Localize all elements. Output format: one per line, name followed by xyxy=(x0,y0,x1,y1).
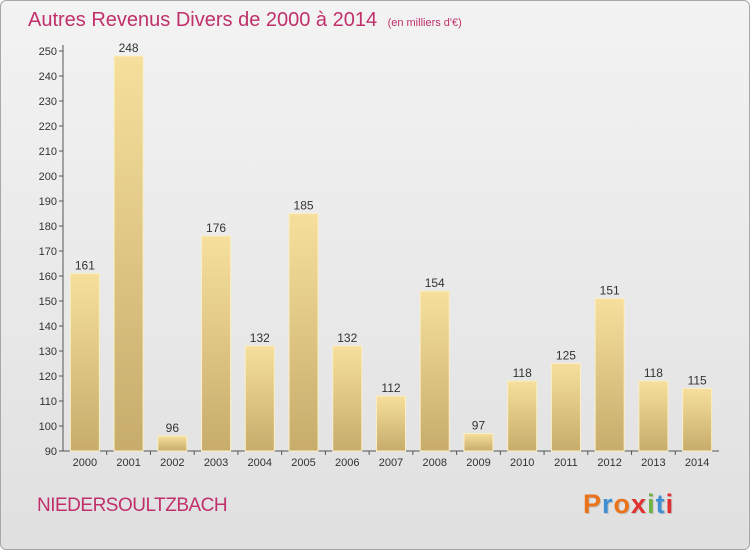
x-tick-label-2003: 2003 xyxy=(204,457,228,469)
y-tick-label: 120 xyxy=(39,371,57,383)
x-tick-label-2010: 2010 xyxy=(510,457,534,469)
logo-letter: r xyxy=(602,489,614,519)
chart-header: Autres Revenus Divers de 2000 à 2014 (en… xyxy=(28,9,462,32)
value-label-2000: 161 xyxy=(75,259,95,273)
x-tick-label-2007: 2007 xyxy=(379,457,403,469)
x-tick-label-2014: 2014 xyxy=(685,457,709,469)
x-tick-label-2011: 2011 xyxy=(554,457,578,469)
value-label-2009: 97 xyxy=(472,419,486,433)
bar-2006 xyxy=(332,345,363,452)
bar-2003 xyxy=(201,235,232,452)
value-label-2008: 154 xyxy=(425,276,445,290)
x-tick-label-2002: 2002 xyxy=(160,457,184,469)
y-tick-label: 200 xyxy=(39,171,57,183)
bar-2007 xyxy=(376,395,406,452)
y-tick-label: 210 xyxy=(39,146,57,158)
x-tick-label-2012: 2012 xyxy=(597,457,621,469)
value-label-2013: 118 xyxy=(644,366,663,380)
bar-2002 xyxy=(157,435,188,452)
bar-2009 xyxy=(463,433,494,452)
logo-letter: i xyxy=(665,489,675,519)
y-tick-label: 240 xyxy=(39,71,57,83)
x-tick-label-2000: 2000 xyxy=(73,457,97,469)
bar-2013 xyxy=(638,380,669,452)
y-tick-label: 220 xyxy=(39,121,57,133)
x-tick-label-2006: 2006 xyxy=(335,457,359,469)
y-tick-label: 230 xyxy=(39,96,57,108)
value-label-2012: 151 xyxy=(600,284,620,298)
bar-2012 xyxy=(594,298,625,452)
y-tick-label: 130 xyxy=(39,346,57,358)
value-label-2010: 118 xyxy=(513,366,532,380)
value-label-2007: 112 xyxy=(381,381,400,395)
value-label-2011: 125 xyxy=(556,349,576,363)
bar-2011 xyxy=(550,363,581,452)
y-tick-label: 90 xyxy=(45,446,57,458)
x-tick-label-2009: 2009 xyxy=(466,457,490,469)
bar-2001 xyxy=(113,55,144,452)
value-label-2005: 185 xyxy=(294,199,314,213)
y-tick-label: 140 xyxy=(39,321,57,333)
logo-letter: i xyxy=(647,489,656,519)
value-label-2003: 176 xyxy=(206,221,226,235)
logo-letter: P xyxy=(583,489,603,519)
y-tick-label: 100 xyxy=(39,421,57,433)
logo-letter: t xyxy=(655,489,666,519)
x-tick-label-2013: 2013 xyxy=(641,457,665,469)
value-labels: 161 248 96 176 132 185 132 112 154 97 118 125 151 118… xyxy=(75,41,707,435)
logo-letter: x xyxy=(631,489,648,519)
logo-letter: o xyxy=(613,489,632,519)
chart-title: Autres Revenus Divers de 2000 à 2014 xyxy=(28,9,378,31)
y-tick-label: 160 xyxy=(39,271,57,283)
y-tick-label: 170 xyxy=(39,246,57,258)
y-tick-label: 180 xyxy=(39,221,57,233)
y-tick-label: 190 xyxy=(39,196,57,208)
value-label-2002: 96 xyxy=(166,421,180,435)
y-tick-label: 150 xyxy=(39,296,57,308)
bar-2004 xyxy=(244,345,275,452)
bar-2014 xyxy=(682,388,713,452)
bar-2005 xyxy=(288,213,319,452)
y-tick-label: 110 xyxy=(39,396,57,408)
value-label-2006: 132 xyxy=(337,331,357,345)
x-tick-label-2005: 2005 xyxy=(291,457,315,469)
bar-2000 xyxy=(69,273,100,452)
bar-2008 xyxy=(419,290,450,452)
x-tick-label-2001: 2001 xyxy=(116,457,140,469)
bar-2010 xyxy=(507,380,538,452)
chart-subtitle: (en milliers d'€) xyxy=(387,17,462,29)
x-tick-label-2008: 2008 xyxy=(422,457,446,469)
proxiti-logo: Proxiti xyxy=(583,489,674,520)
value-label-2004: 132 xyxy=(250,331,270,345)
y-tick-label: 250 xyxy=(39,46,57,58)
bar-group xyxy=(69,55,713,452)
place-name: NIEDERSOULTZBACH xyxy=(37,495,228,516)
value-label-2001: 248 xyxy=(119,41,139,55)
x-tick-label-2004: 2004 xyxy=(248,457,272,469)
value-label-2014: 115 xyxy=(688,374,707,388)
